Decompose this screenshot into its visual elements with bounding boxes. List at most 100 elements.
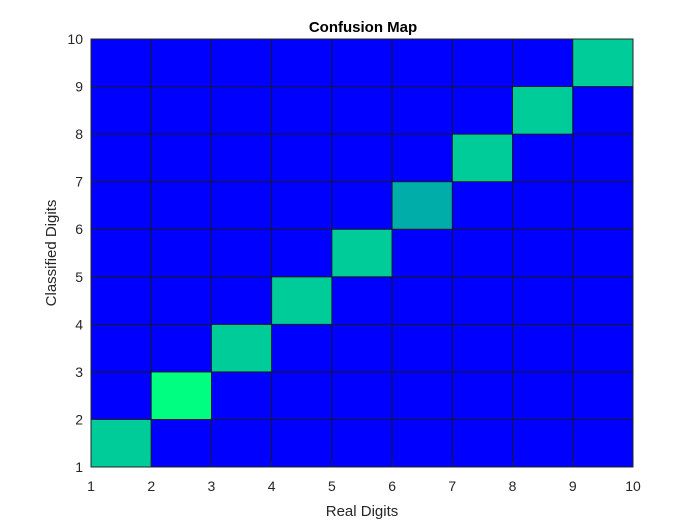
heatmap-cell bbox=[150, 133, 212, 183]
heatmap-cell bbox=[391, 418, 453, 468]
heatmap-cell bbox=[451, 323, 514, 373]
heatmap-cell bbox=[90, 418, 152, 468]
y-tick-label: 5 bbox=[75, 269, 83, 285]
heatmap-cell bbox=[572, 86, 634, 135]
heatmap-cell bbox=[90, 276, 152, 325]
chart-title: Confusion Map bbox=[309, 19, 417, 36]
y-tick-label: 2 bbox=[75, 411, 83, 427]
heatmap-cell bbox=[150, 86, 212, 135]
heatmap-cell bbox=[391, 133, 453, 183]
heatmap-cell bbox=[331, 38, 393, 88]
heatmap-cell bbox=[90, 323, 152, 373]
heatmap-cell bbox=[331, 276, 393, 325]
heatmap-cell bbox=[572, 181, 634, 230]
y-tick-label: 1 bbox=[75, 459, 83, 475]
heatmap-cell bbox=[331, 371, 393, 420]
heatmap-cell bbox=[391, 181, 453, 230]
heatmap-cell bbox=[512, 371, 574, 420]
heatmap-cell bbox=[271, 133, 333, 183]
heatmap-cell bbox=[451, 418, 514, 468]
heatmap-cell bbox=[210, 418, 273, 468]
heatmap-cell bbox=[331, 228, 393, 278]
heatmap-cell bbox=[512, 133, 574, 183]
heatmap-cell bbox=[271, 228, 333, 278]
heatmap-cell bbox=[391, 38, 453, 88]
heatmap-cell bbox=[210, 228, 273, 278]
heatmap-cell bbox=[271, 371, 333, 420]
heatmap-cell bbox=[451, 133, 514, 183]
heatmap-cell bbox=[512, 276, 574, 325]
heatmap-cell bbox=[90, 181, 152, 230]
heatmap-cell bbox=[150, 38, 212, 88]
x-tick-label: 4 bbox=[268, 478, 276, 494]
heatmap-cells bbox=[90, 38, 634, 468]
heatmap-cell bbox=[391, 86, 453, 135]
heatmap-cell bbox=[210, 276, 273, 325]
heatmap-cell bbox=[572, 418, 634, 468]
heatmap-cell bbox=[331, 133, 393, 183]
heatmap-cell bbox=[451, 371, 514, 420]
heatmap-cell bbox=[210, 133, 273, 183]
heatmap-cell bbox=[331, 418, 393, 468]
heatmap-cell bbox=[331, 86, 393, 135]
heatmap-cell bbox=[210, 323, 273, 373]
heatmap-cell bbox=[90, 228, 152, 278]
heatmap-cell bbox=[271, 181, 333, 230]
x-tick-label: 9 bbox=[569, 478, 577, 494]
heatmap-cell bbox=[210, 38, 273, 88]
heatmap-cell bbox=[512, 181, 574, 230]
heatmap-cell bbox=[150, 323, 212, 373]
heatmap-cell bbox=[271, 38, 333, 88]
heatmap-cell bbox=[572, 323, 634, 373]
x-axis-ticks: 1 2 3 4 5 6 7 8 9 10 bbox=[87, 462, 641, 494]
heatmap-cell bbox=[512, 86, 574, 135]
x-tick-label: 6 bbox=[388, 478, 396, 494]
y-tick-label: 4 bbox=[75, 316, 83, 332]
heatmap-cell bbox=[391, 276, 453, 325]
x-tick-label: 7 bbox=[448, 478, 456, 494]
x-tick-label: 3 bbox=[208, 478, 216, 494]
heatmap-cell bbox=[90, 133, 152, 183]
y-tick-label: 10 bbox=[67, 31, 83, 47]
heatmap-cell bbox=[271, 323, 333, 373]
heatmap-cell bbox=[572, 133, 634, 183]
y-tick-label: 6 bbox=[75, 221, 83, 237]
heatmap-cell bbox=[150, 371, 212, 420]
y-tick-label: 7 bbox=[75, 174, 83, 190]
x-tick-label: 1 bbox=[87, 478, 95, 494]
heatmap-cell bbox=[572, 228, 634, 278]
x-tick-label: 5 bbox=[328, 478, 336, 494]
heatmap-cell bbox=[512, 38, 574, 88]
heatmap-cell bbox=[150, 418, 212, 468]
x-tick-label: 8 bbox=[509, 478, 517, 494]
x-tick-label: 10 bbox=[625, 478, 641, 494]
heatmap-cell bbox=[391, 228, 453, 278]
heatmap-cell bbox=[331, 323, 393, 373]
heatmap-cell bbox=[150, 181, 212, 230]
heatmap-cell bbox=[90, 371, 152, 420]
heatmap-cell bbox=[271, 86, 333, 135]
heatmap-cell bbox=[391, 371, 453, 420]
heatmap-cell bbox=[572, 276, 634, 325]
heatmap-cell bbox=[391, 323, 453, 373]
heatmap-cell bbox=[512, 323, 574, 373]
heatmap-cell bbox=[451, 276, 514, 325]
heatmap-cell bbox=[210, 181, 273, 230]
y-axis-ticks: 1 2 3 4 5 6 7 8 9 10 bbox=[67, 31, 96, 475]
y-tick-label: 3 bbox=[75, 364, 83, 380]
heatmap-cell bbox=[512, 228, 574, 278]
heatmap-cell bbox=[572, 371, 634, 420]
heatmap-cell bbox=[210, 371, 273, 420]
x-axis-label: Real Digits bbox=[326, 503, 399, 520]
heatmap-cell bbox=[90, 86, 152, 135]
y-tick-label: 9 bbox=[75, 79, 83, 95]
heatmap-cell bbox=[271, 418, 333, 468]
y-tick-label: 8 bbox=[75, 126, 83, 142]
heatmap-cell bbox=[271, 276, 333, 325]
y-axis-label: Classified Digits bbox=[43, 200, 60, 307]
heatmap-cell bbox=[451, 228, 514, 278]
plot-area-border bbox=[90, 38, 634, 468]
heatmap-cell bbox=[512, 418, 574, 468]
heatmap-cell bbox=[90, 38, 152, 88]
